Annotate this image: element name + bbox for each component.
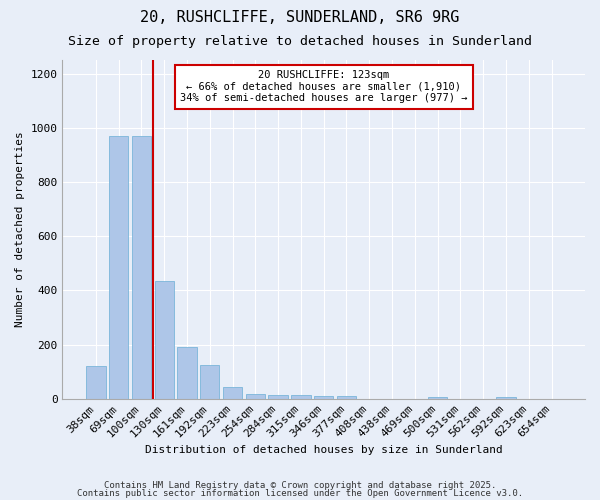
Bar [337,396,356,399]
Text: 20 RUSHCLIFFE: 123sqm
← 66% of detached houses are smaller (1,910)
34% of semi-d: 20 RUSHCLIFFE: 123sqm ← 66% of detached … [180,70,467,103]
Bar [109,136,128,399]
Bar [155,281,174,399]
Bar [245,394,265,399]
Bar [86,366,106,399]
Bar [268,395,288,399]
Text: Contains public sector information licensed under the Open Government Licence v3: Contains public sector information licen… [77,489,523,498]
Text: Contains HM Land Registry data © Crown copyright and database right 2025.: Contains HM Land Registry data © Crown c… [104,480,496,490]
Bar [496,396,515,399]
Bar [200,365,220,399]
Text: Size of property relative to detached houses in Sunderland: Size of property relative to detached ho… [68,35,532,48]
Bar [223,386,242,399]
Bar [132,136,151,399]
Text: 20, RUSHCLIFFE, SUNDERLAND, SR6 9RG: 20, RUSHCLIFFE, SUNDERLAND, SR6 9RG [140,10,460,25]
Bar [291,395,311,399]
X-axis label: Distribution of detached houses by size in Sunderland: Distribution of detached houses by size … [145,445,503,455]
Bar [428,396,448,399]
Bar [314,396,334,399]
Bar [178,348,197,399]
Y-axis label: Number of detached properties: Number of detached properties [15,132,25,328]
